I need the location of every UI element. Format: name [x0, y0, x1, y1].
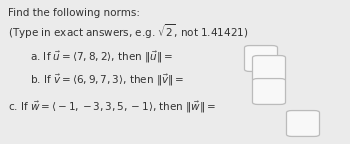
Text: Find the following norms:: Find the following norms:: [8, 8, 140, 18]
FancyBboxPatch shape: [252, 79, 286, 104]
Text: a. If $\vec{u} = \langle 7, 8, 2 \rangle$, then $\|\vec{u}\| =$: a. If $\vec{u} = \langle 7, 8, 2 \rangle…: [30, 50, 173, 66]
Text: (Type in exact answers, e.g. $\sqrt{2}$, not 1.41421): (Type in exact answers, e.g. $\sqrt{2}$,…: [8, 22, 248, 41]
FancyBboxPatch shape: [287, 111, 320, 137]
FancyBboxPatch shape: [252, 56, 286, 82]
FancyBboxPatch shape: [245, 46, 278, 71]
Text: c. If $\vec{w} = \langle -1, -3, 3, 5, -1 \rangle$, then $\|\vec{w}\| =$: c. If $\vec{w} = \langle -1, -3, 3, 5, -…: [8, 100, 216, 115]
Text: b. If $\vec{v} = \langle 6, 9, 7, 3 \rangle$, then $\|\vec{v}\| =$: b. If $\vec{v} = \langle 6, 9, 7, 3 \ran…: [30, 73, 184, 88]
